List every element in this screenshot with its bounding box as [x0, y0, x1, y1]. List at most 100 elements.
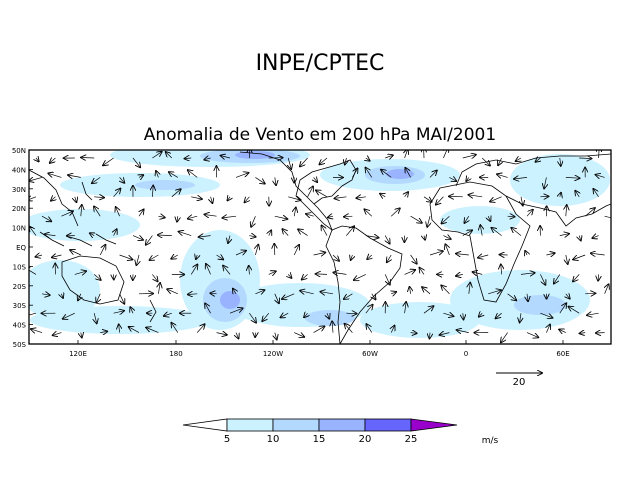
wind-vector	[335, 197, 347, 199]
wind-vector	[196, 324, 204, 333]
colorbar-left-cap	[182, 418, 228, 432]
wind-vector	[152, 274, 157, 281]
wind-vector	[391, 292, 396, 294]
wind-vector	[473, 272, 483, 274]
wind-vector	[356, 197, 366, 198]
wind-vector	[365, 305, 373, 314]
wind-vector	[29, 268, 37, 275]
wind-vector	[146, 328, 159, 333]
wind-vector	[481, 157, 490, 166]
wind-vector	[251, 216, 255, 227]
wind-vector	[294, 333, 304, 337]
lon-label: 0	[464, 350, 468, 358]
wind-vector	[410, 333, 417, 334]
wind-vector	[352, 169, 357, 178]
wind-vector	[229, 308, 243, 314]
wind-vector	[390, 208, 400, 217]
wind-vector	[427, 216, 430, 227]
wind-vector	[546, 325, 550, 333]
reference-vector-label: 20	[513, 377, 526, 388]
wind-vector	[158, 283, 160, 294]
wind-vector	[507, 216, 515, 217]
wind-vector	[223, 216, 237, 218]
wind-vector	[441, 285, 450, 295]
wind-vector	[316, 190, 328, 198]
wind-vector	[462, 155, 476, 158]
wind-vector	[405, 302, 407, 314]
lon-label: 180	[169, 350, 182, 358]
wind-vector	[171, 323, 179, 333]
wind-vector	[158, 235, 172, 236]
wind-vector	[41, 294, 50, 295]
wind-vector	[116, 207, 120, 217]
wind-vector	[469, 283, 470, 294]
wind-vector	[514, 177, 528, 179]
wind-vector	[94, 197, 104, 198]
wind-vector	[249, 236, 255, 237]
wind-vector	[440, 333, 450, 335]
wind-vector	[516, 158, 521, 161]
wind-vector	[236, 332, 239, 339]
wind-vector	[188, 170, 198, 178]
wind-vector	[559, 303, 567, 314]
wind-vector	[245, 197, 250, 203]
lon-label: 60W	[362, 350, 378, 358]
shading-patch	[305, 310, 355, 326]
wind-vector	[559, 234, 569, 236]
wind-vector	[366, 168, 373, 178]
wind-vector	[405, 168, 411, 178]
lat-label: 30N	[12, 186, 26, 194]
wind-vector	[422, 287, 431, 295]
wind-vector	[235, 251, 246, 255]
wind-vector	[527, 293, 528, 301]
shading-patch	[514, 295, 566, 315]
wind-vector	[405, 192, 409, 197]
wind-vector	[51, 197, 55, 201]
lat-label: 40N	[12, 166, 26, 174]
wind-vector	[573, 254, 586, 260]
wind-vector	[41, 215, 51, 221]
wind-vector	[566, 205, 567, 217]
wind-vector	[445, 244, 449, 256]
wind-vector	[52, 255, 62, 257]
wind-vector	[288, 157, 291, 169]
colorbar-segment-5-10	[226, 418, 274, 432]
wind-vector	[351, 255, 353, 260]
wind-vector	[188, 216, 198, 219]
latitude-labels: 50N 40N 30N 20N 10N EQ 10S 20S 30S 40S 50S	[12, 147, 33, 349]
wind-vector	[53, 333, 62, 336]
wind-vector	[384, 274, 390, 284]
wind-vector	[436, 196, 444, 205]
coastline-new-zealand	[149, 299, 157, 323]
wind-vector	[199, 236, 211, 237]
wind-vector	[300, 157, 308, 166]
wind-vector	[569, 307, 580, 314]
wind-vector	[526, 332, 538, 338]
colorbar-tick-20: 20	[359, 434, 372, 445]
wind-vector	[365, 209, 373, 217]
wind-vector	[307, 187, 313, 197]
wind-vector	[206, 264, 211, 275]
wind-vector	[464, 216, 468, 223]
colorbar-tick-15: 15	[313, 434, 326, 445]
shading-patch	[135, 180, 195, 190]
wind-vector	[573, 274, 580, 281]
wind-vector	[410, 254, 417, 264]
wind-vector	[99, 245, 105, 256]
wind-vector	[410, 287, 411, 294]
lat-label: 10S	[13, 263, 27, 271]
wind-vector	[78, 293, 81, 301]
wind-vector	[61, 294, 63, 298]
colorbar-right-cap	[410, 418, 458, 432]
wind-vector	[457, 330, 469, 333]
colorbar-tick-10: 10	[267, 434, 280, 445]
wind-vector	[158, 216, 164, 217]
wind-vector	[205, 304, 211, 314]
wind-vector	[249, 266, 250, 275]
lat-label: 20N	[12, 205, 26, 213]
reference-vector: 20	[496, 373, 542, 388]
wind-vector	[423, 196, 432, 202]
wind-vector	[365, 236, 379, 238]
wind-vector	[36, 255, 43, 257]
wind-vector	[345, 324, 353, 333]
